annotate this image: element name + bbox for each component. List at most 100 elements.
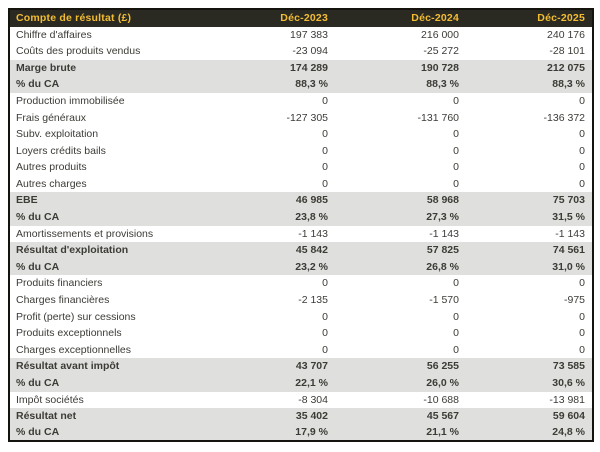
table-row: Production immobilisée 0 0 0	[9, 93, 593, 110]
table-row: Impôt sociétés -8 304 -10 688 -13 981	[9, 392, 593, 409]
header-year-cell: Déc-2023	[205, 9, 335, 27]
value-cell: 17,9 %	[205, 424, 335, 442]
table-body: Chiffre d'affaires 197 383 216 000 240 176 C…	[9, 27, 593, 442]
table-row: Profit (perte) sur cessions 0 0 0	[9, 309, 593, 326]
table-row: % du CA 22,1 % 26,0 % 30,6 %	[9, 374, 593, 392]
value-cell: 22,1 %	[205, 374, 335, 392]
row-label-cell: Impôt sociétés	[16, 393, 84, 406]
value-cell: 45 842	[205, 242, 335, 259]
value-cell: 197 383	[290, 28, 328, 41]
value-cell: 26,0 %	[335, 374, 466, 392]
table-row: Charges financières -2 135 -1 570 -975	[9, 292, 593, 309]
row-label-cell: % du CA	[9, 76, 205, 93]
header-year-cell: Déc-2025	[466, 9, 593, 27]
row-label-cell: Amortissements et provisions	[16, 227, 154, 240]
row-label-cell: Loyers crédits bails	[16, 144, 106, 157]
value-cell: 57 825	[335, 242, 466, 259]
value-cell: -131 760	[417, 111, 459, 124]
value-cell: 0	[322, 343, 328, 356]
value-cell: 58 968	[335, 192, 466, 210]
table-row: Charges exceptionnelles 0 0 0	[9, 342, 593, 359]
row-label-cell: % du CA	[9, 258, 205, 276]
row-label-cell: Résultat net	[9, 408, 205, 425]
value-cell: 0	[579, 94, 585, 107]
value-cell: 45 567	[335, 408, 466, 425]
value-cell: 0	[453, 94, 459, 107]
value-cell: -2 135	[298, 294, 328, 307]
table-row: Autres produits 0 0 0	[9, 159, 593, 176]
value-cell: 0	[453, 310, 459, 323]
value-cell: 30,6 %	[466, 374, 593, 392]
value-cell: -127 305	[286, 111, 328, 124]
value-cell: 23,8 %	[205, 209, 335, 226]
value-cell: 0	[322, 144, 328, 157]
value-cell: 0	[322, 128, 328, 141]
table-row: Résultat net 35 402 45 567 59 604	[9, 408, 593, 425]
value-cell: -8 304	[298, 393, 328, 406]
value-cell: 0	[322, 310, 328, 323]
value-cell: -1 143	[555, 227, 585, 240]
row-label-cell: Résultat avant impôt	[9, 358, 205, 375]
value-cell: 0	[579, 144, 585, 157]
value-cell: 0	[579, 161, 585, 174]
value-cell: 23,2 %	[205, 258, 335, 276]
row-label-cell: Charges financières	[16, 294, 110, 307]
row-label-cell: % du CA	[9, 209, 205, 226]
value-cell: -13 981	[549, 393, 585, 406]
value-cell: 0	[453, 277, 459, 290]
value-cell: -1 570	[429, 294, 459, 307]
table-row: % du CA 23,8 % 27,3 % 31,5 %	[9, 209, 593, 226]
row-label-cell: Marge brute	[9, 59, 205, 77]
row-label-cell: Production immobilisée	[16, 94, 125, 107]
value-cell: 46 985	[205, 192, 335, 210]
value-cell: 59 604	[466, 408, 593, 425]
value-cell: 212 075	[466, 59, 593, 77]
value-cell: 0	[579, 343, 585, 356]
row-label-cell: % du CA	[9, 424, 205, 442]
row-label-cell: Charges exceptionnelles	[16, 343, 131, 356]
value-cell: 0	[579, 177, 585, 190]
value-cell: 190 728	[335, 59, 466, 77]
table-row: Chiffre d'affaires 197 383 216 000 240 176	[9, 27, 593, 44]
value-cell: 0	[453, 128, 459, 141]
value-cell: 0	[322, 177, 328, 190]
row-label-cell: Produits exceptionnels	[16, 327, 122, 340]
value-cell: 74 561	[466, 242, 593, 259]
income-statement-table: Compte de résultat (£) Déc-2023 Déc-2024 D…	[8, 8, 594, 443]
value-cell: 174 289	[205, 59, 335, 77]
value-cell: 24,8 %	[466, 424, 593, 442]
value-cell: 0	[453, 144, 459, 157]
table-row: Loyers crédits bails 0 0 0	[9, 143, 593, 160]
table-row: Résultat avant impôt 43 707 56 255 73 585	[9, 358, 593, 375]
value-cell: -1 143	[298, 227, 328, 240]
row-label-cell: Autres produits	[16, 161, 87, 174]
row-label-cell: Profit (perte) sur cessions	[16, 310, 136, 323]
table-row: Résultat d'exploitation 45 842 57 825 74 56…	[9, 242, 593, 259]
value-cell: 0	[453, 327, 459, 340]
table-row: Marge brute 174 289 190 728 212 075	[9, 59, 593, 77]
row-label-cell: Chiffre d'affaires	[16, 28, 92, 41]
table-row: % du CA 23,2 % 26,8 % 31,0 %	[9, 258, 593, 276]
value-cell: 0	[453, 343, 459, 356]
value-cell: -10 688	[423, 393, 459, 406]
table-row: Produits financiers 0 0 0	[9, 275, 593, 292]
value-cell: 0	[579, 277, 585, 290]
table-row: Subv. exploitation 0 0 0	[9, 126, 593, 143]
row-label-cell: Autres charges	[16, 177, 87, 190]
table-header-row: Compte de résultat (£) Déc-2023 Déc-2024 D…	[9, 9, 593, 27]
value-cell: 31,5 %	[466, 209, 593, 226]
value-cell: 43 707	[205, 358, 335, 375]
value-cell: 0	[322, 277, 328, 290]
row-label-cell: EBE	[9, 192, 205, 210]
value-cell: 88,3 %	[466, 76, 593, 93]
value-cell: 0	[322, 94, 328, 107]
value-cell: -23 094	[292, 45, 328, 58]
table-row: % du CA 88,3 % 88,3 % 88,3 %	[9, 76, 593, 93]
table-row: Frais généraux -127 305 -131 760 -136 372	[9, 109, 593, 126]
table-row: Amortissements et provisions -1 143 -1 143…	[9, 226, 593, 243]
value-cell: -28 101	[549, 45, 585, 58]
value-cell: 88,3 %	[335, 76, 466, 93]
table-row: Produits exceptionnels 0 0 0	[9, 325, 593, 342]
value-cell: 73 585	[466, 358, 593, 375]
